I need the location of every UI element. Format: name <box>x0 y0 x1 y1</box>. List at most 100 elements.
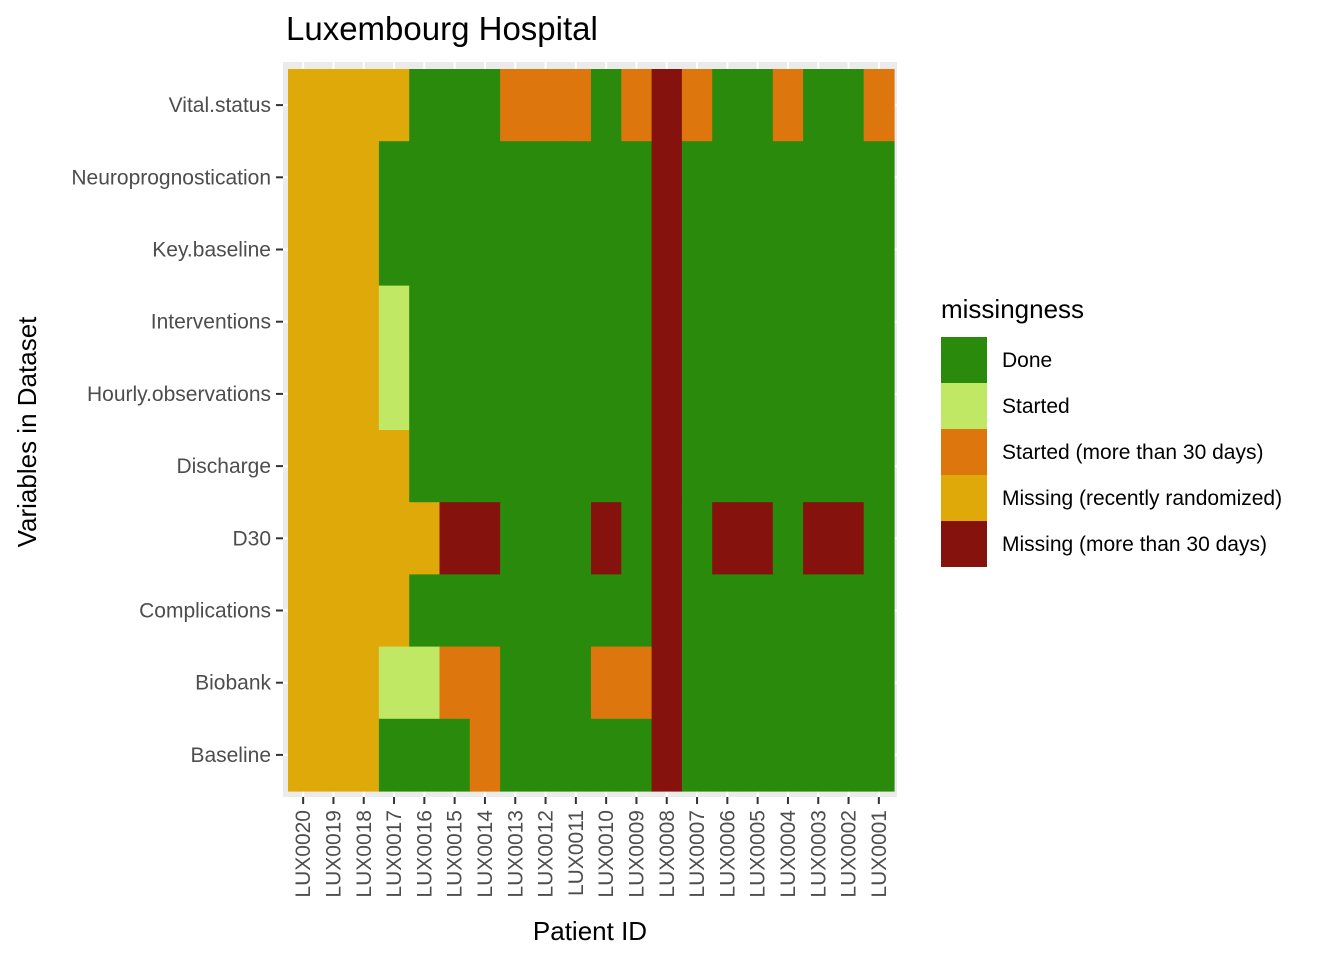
heatmap-cell <box>651 430 683 503</box>
heatmap-cell <box>439 213 471 287</box>
heatmap-cell <box>318 285 350 359</box>
x-tick-label: LUX0006 <box>716 810 739 898</box>
x-tick-label: LUX0017 <box>383 810 406 898</box>
heatmap-cell <box>439 718 471 792</box>
heatmap-cell <box>833 141 865 214</box>
heatmap-cell <box>378 69 410 142</box>
heatmap-cell <box>863 69 895 142</box>
heatmap-cell <box>560 141 592 214</box>
heatmap-cell <box>591 213 622 287</box>
heatmap-cell <box>591 357 622 431</box>
y-tick-label: Vital.status <box>169 94 271 117</box>
heatmap-cell <box>439 69 471 142</box>
heatmap-cell <box>378 141 410 214</box>
x-tick-label: LUX0018 <box>353 810 376 898</box>
heatmap-cell <box>318 141 350 214</box>
heatmap-cell <box>863 502 895 575</box>
heatmap-cell <box>318 213 350 287</box>
heatmap-cell <box>712 574 744 648</box>
heatmap-cell <box>409 285 441 359</box>
heatmap-cell <box>621 502 653 575</box>
heatmap-cell <box>712 430 744 503</box>
heatmap-cell <box>833 574 865 648</box>
heatmap-cell <box>439 357 471 431</box>
heatmap-cell <box>378 718 410 792</box>
heatmap-cell <box>409 718 441 792</box>
heatmap-cell <box>560 718 592 792</box>
heatmap-cell <box>560 430 592 503</box>
heatmap-cell <box>409 502 441 575</box>
heatmap-cell <box>591 574 622 648</box>
heatmap-cell <box>742 718 774 792</box>
heatmap-cell <box>621 646 653 720</box>
heatmap-cell <box>651 213 683 287</box>
heatmap-cell <box>469 502 501 575</box>
legend-key <box>941 521 987 567</box>
heatmap-cell <box>469 646 501 720</box>
heatmap-cell <box>500 502 531 575</box>
y-tick-label: Baseline <box>190 744 271 767</box>
heatmap-cell <box>833 357 865 431</box>
legend: missingness Done Started Started (more tha… <box>941 294 1282 567</box>
heatmap-cell <box>833 430 865 503</box>
heatmap-cell <box>803 718 834 792</box>
heatmap-cell <box>560 574 592 648</box>
heatmap-cell <box>772 502 804 575</box>
heatmap-cell <box>742 357 774 431</box>
heatmap-cell <box>378 213 410 287</box>
heatmap-cell <box>803 430 834 503</box>
y-tick-label: Key.baseline <box>152 239 271 262</box>
heatmap-cell <box>348 430 380 503</box>
heatmap-cell <box>439 646 471 720</box>
x-tick-label: LUX0016 <box>413 810 436 898</box>
heatmap-cell <box>530 357 562 431</box>
legend-key <box>941 429 987 475</box>
heatmap-cell <box>591 430 622 503</box>
heatmap-cell <box>378 646 410 720</box>
heatmap-cell <box>833 718 865 792</box>
heatmap-cell <box>712 141 744 214</box>
heatmap-cell <box>712 718 744 792</box>
heatmap-cell <box>288 502 319 575</box>
heatmap-cell <box>712 646 744 720</box>
legend-label: Started <box>1002 395 1070 418</box>
legend-label: Missing (recently randomized) <box>1002 487 1282 510</box>
heatmap-cell <box>712 285 744 359</box>
heatmap-cell <box>469 357 501 431</box>
heatmap-cell <box>772 141 804 214</box>
heatmap-cell <box>712 502 744 575</box>
y-axis-title: Variables in Dataset <box>12 316 42 548</box>
heatmap-cell <box>742 502 774 575</box>
heatmap-cell <box>378 502 410 575</box>
heatmap-cell <box>803 69 834 142</box>
heatmap-cell <box>681 430 713 503</box>
heatmap-cell <box>772 213 804 287</box>
heatmap-cell <box>681 69 713 142</box>
heatmap-cell <box>530 213 562 287</box>
heatmap-cell <box>681 574 713 648</box>
heatmap-cell <box>469 69 501 142</box>
heatmap-cell <box>772 430 804 503</box>
heatmap-cell <box>621 285 653 359</box>
heatmap-cell <box>500 141 531 214</box>
heatmap-cell <box>409 357 441 431</box>
heatmap-cell <box>288 213 319 287</box>
heatmap-cell <box>833 69 865 142</box>
heatmap-cell <box>591 502 622 575</box>
heatmap-cell <box>651 69 683 142</box>
heatmap-cell <box>560 646 592 720</box>
heatmap-cell <box>318 502 350 575</box>
heatmap-cell <box>560 502 592 575</box>
heatmap-cell <box>439 502 471 575</box>
heatmap-cell <box>500 357 531 431</box>
heatmap-cell <box>318 574 350 648</box>
heatmap-cell <box>651 646 683 720</box>
heatmap-cell <box>803 141 834 214</box>
heatmap-cell <box>621 430 653 503</box>
heatmap-cell <box>348 357 380 431</box>
legend-label: Started (more than 30 days) <box>1002 441 1263 464</box>
x-tick-label: LUX0012 <box>535 810 558 898</box>
heatmap-cell <box>439 141 471 214</box>
heatmap-cell <box>621 357 653 431</box>
heatmap-cell <box>288 646 319 720</box>
